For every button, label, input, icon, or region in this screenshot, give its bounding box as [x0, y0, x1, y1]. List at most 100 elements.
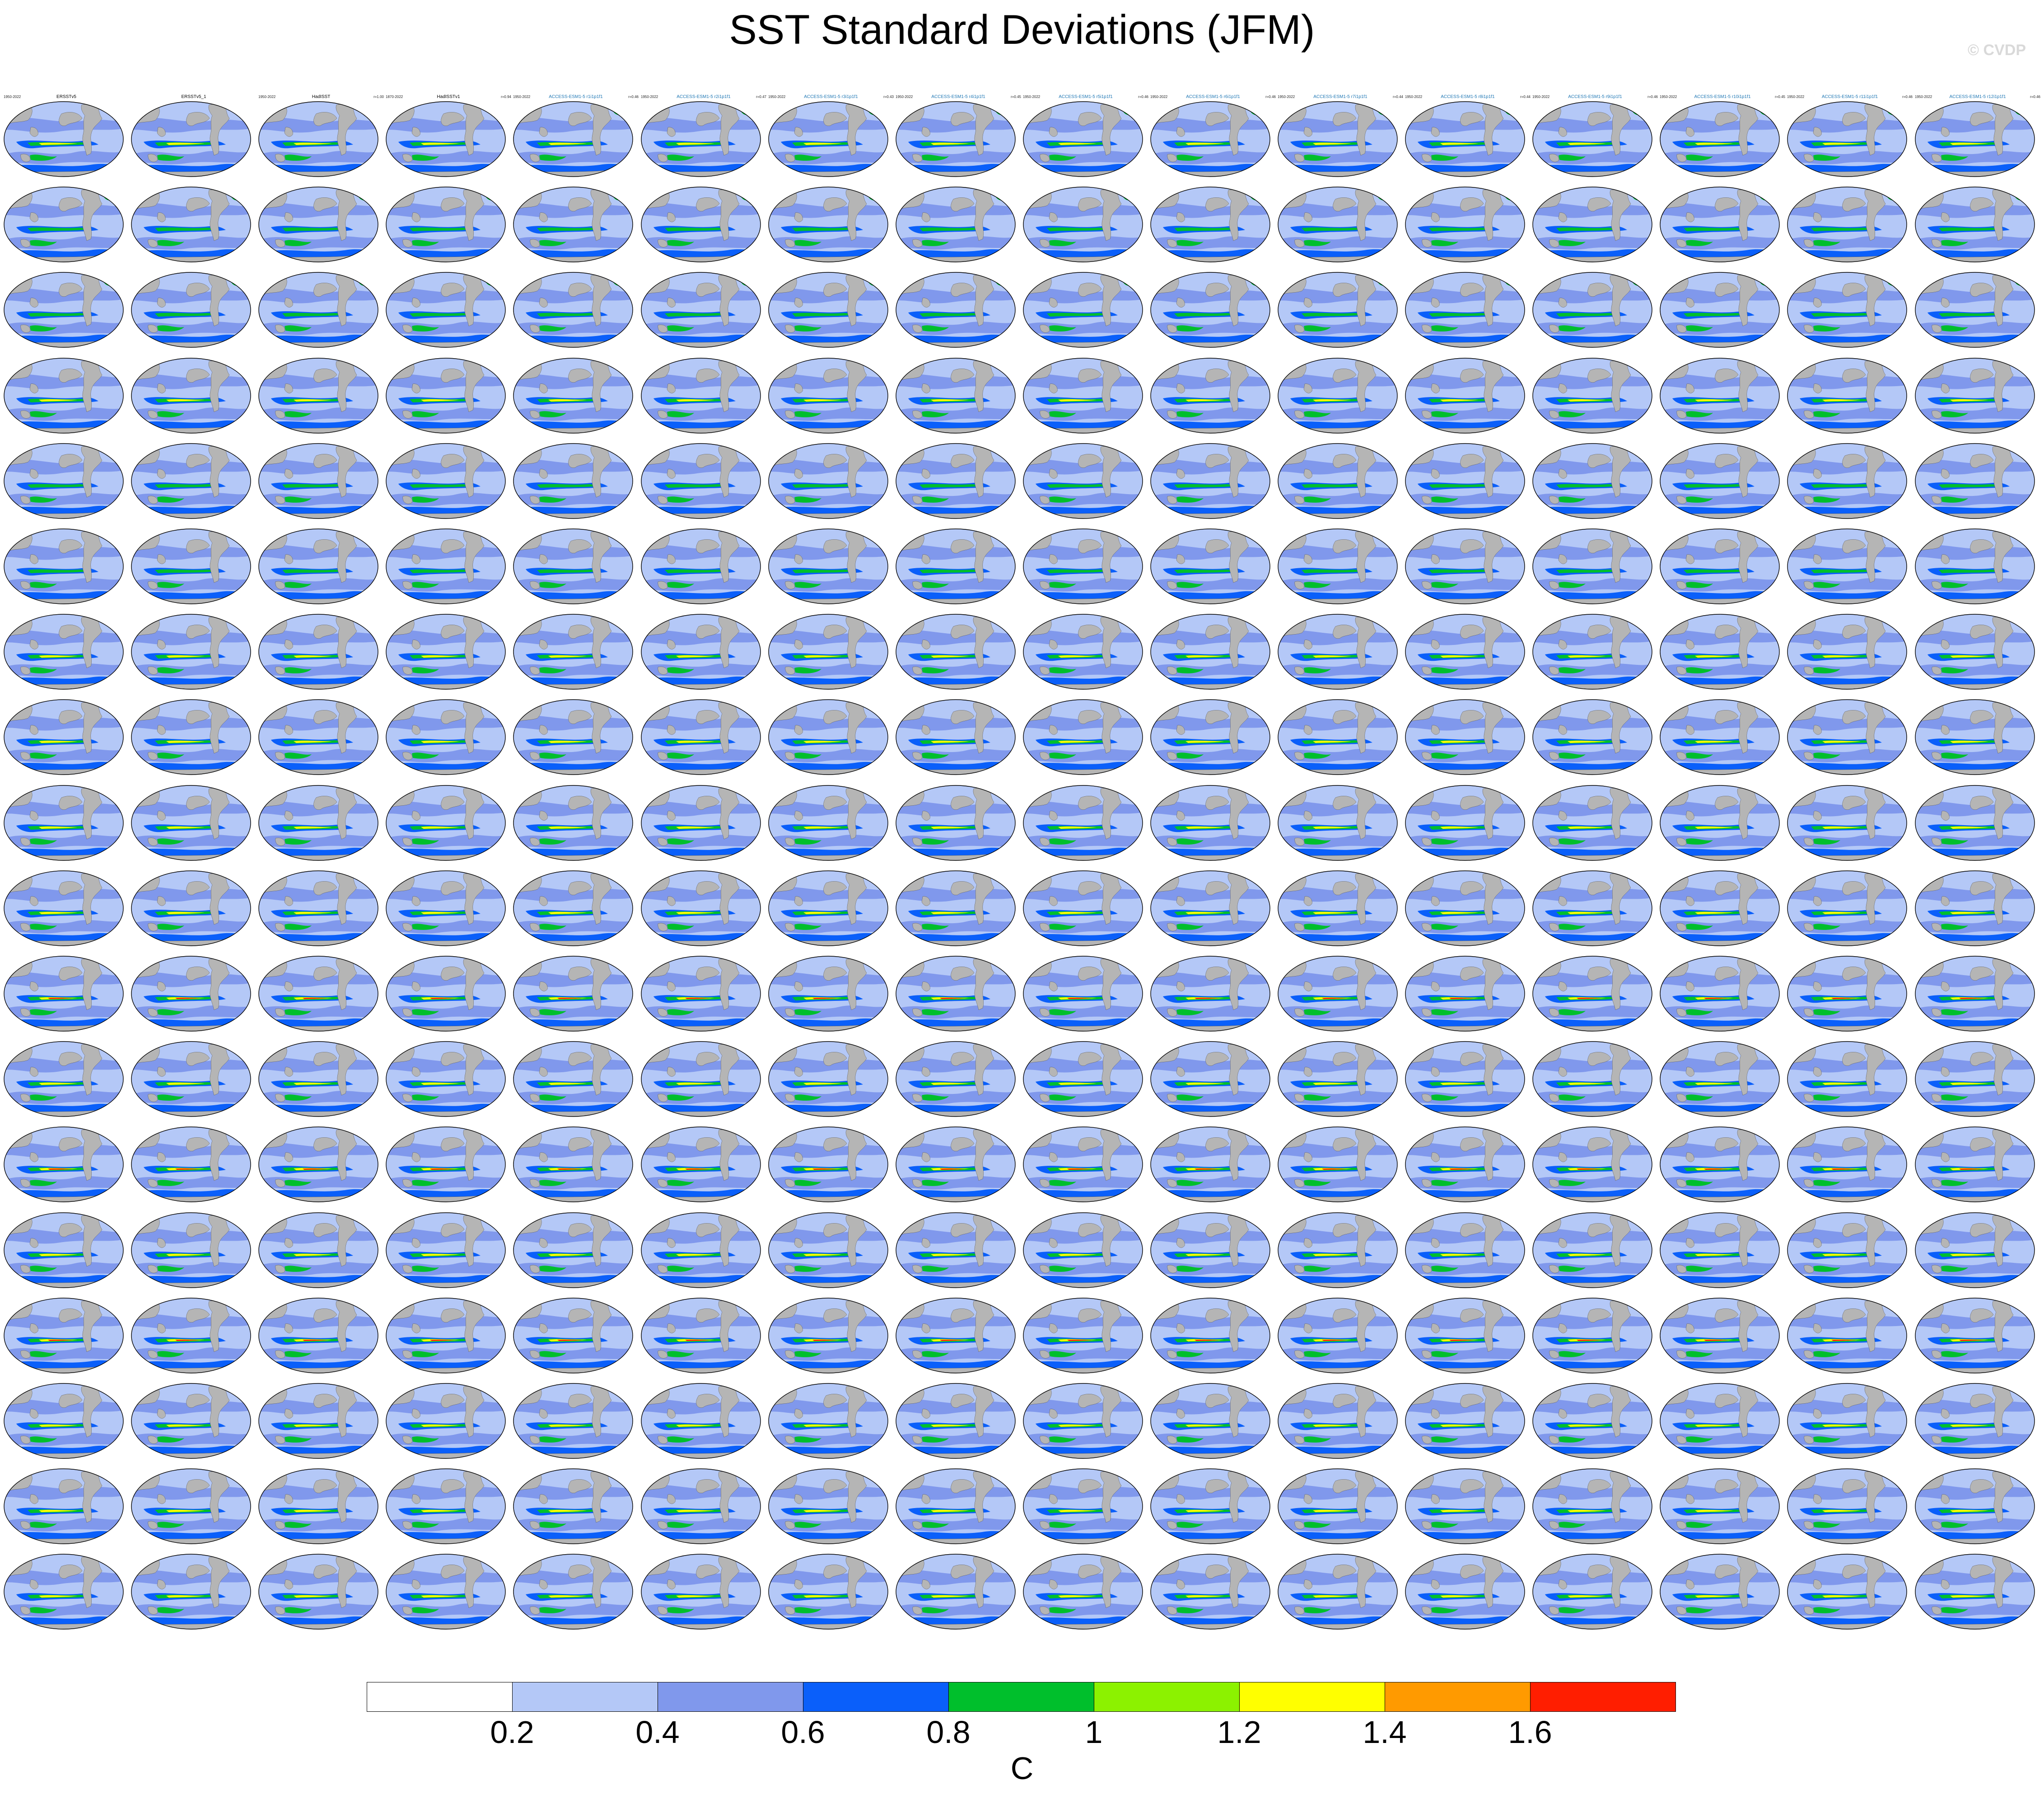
map-panel [3, 1462, 130, 1547]
map-panel [1022, 351, 1149, 437]
sst-map [1405, 870, 1525, 946]
map-panel [895, 1035, 1022, 1120]
sst-map [1660, 1298, 1780, 1374]
map-panel [767, 1377, 895, 1462]
map-panel [1914, 1377, 2041, 1462]
sst-map [1915, 272, 2035, 348]
sst-map [1915, 785, 2035, 861]
colorbar-tick-label: 1.2 [1217, 1715, 1261, 1750]
map-panel [1277, 1206, 1404, 1291]
panel-pattern-correlation: r=0.46 [1647, 95, 1658, 99]
map-panel [1786, 1206, 1913, 1291]
sst-map [1787, 187, 1907, 262]
sst-map [4, 358, 124, 434]
map-panel [1531, 437, 1659, 522]
map-panel [1531, 779, 1659, 864]
map-panel [1786, 1547, 1913, 1633]
map-panel [130, 607, 257, 693]
sst-map [1023, 187, 1143, 262]
sst-map [386, 528, 506, 604]
sst-map [513, 1554, 633, 1630]
map-panel [3, 437, 130, 522]
map-panel [1404, 949, 1531, 1035]
map-panel [1277, 266, 1404, 351]
sst-map [513, 614, 633, 690]
sst-map [896, 101, 1016, 177]
sst-map [768, 1298, 888, 1374]
sst-map [896, 956, 1016, 1032]
sst-map [1915, 358, 2035, 434]
map-panel [1404, 1291, 1531, 1377]
sst-map [1278, 358, 1398, 434]
map-panel [640, 607, 767, 693]
sst-map [1915, 101, 2035, 177]
sst-map [258, 358, 378, 434]
sst-map [896, 1468, 1016, 1544]
sst-map [1660, 699, 1780, 775]
map-panel [1277, 864, 1404, 949]
map-panel [1149, 779, 1277, 864]
sst-map [131, 1126, 251, 1202]
map-panel [257, 522, 385, 607]
sst-map [1023, 528, 1143, 604]
map-panel [1531, 1035, 1659, 1120]
sst-map [1660, 1383, 1780, 1459]
map-panel [1149, 1035, 1277, 1120]
sst-map [1660, 1126, 1780, 1202]
sst-map [4, 528, 124, 604]
map-panel [385, 266, 512, 351]
map-panel [1149, 1206, 1277, 1291]
map-panel [1149, 180, 1277, 266]
sst-map [1532, 1383, 1652, 1459]
map-panel [1404, 1462, 1531, 1547]
map-panel [895, 180, 1022, 266]
panel-title: ERSSTv5 [56, 94, 76, 99]
map-panel [130, 1547, 257, 1633]
map-panel [767, 1291, 895, 1377]
sst-map [1023, 1126, 1143, 1202]
map-panel: 1950-2022 ACCESS-ESM1-5 r8i1p1f1 r=0.44 [1404, 95, 1531, 180]
map-panel [640, 949, 767, 1035]
map-panel [1786, 1377, 1913, 1462]
sst-map [768, 443, 888, 519]
sst-map [131, 1468, 251, 1544]
sst-map [1278, 1212, 1398, 1288]
map-panel [1786, 266, 1913, 351]
sst-map [1660, 272, 1780, 348]
sst-map [1023, 272, 1143, 348]
sst-map [1405, 1126, 1525, 1202]
sst-map [1660, 785, 1780, 861]
panel-pattern-correlation: r=0.46 [628, 95, 639, 99]
map-panel [3, 779, 130, 864]
panel-pattern-correlation: r=0.44 [1393, 95, 1403, 99]
panel-title: ACCESS-ESM1-5 r10i1p1f1 [1694, 94, 1751, 99]
map-panel [3, 1547, 130, 1633]
sst-map [641, 528, 761, 604]
sst-map [1787, 1298, 1907, 1374]
sst-map [1660, 1468, 1780, 1544]
panel-pattern-correlation: r=0.46 [1265, 95, 1276, 99]
map-panel [1404, 1377, 1531, 1462]
sst-map [258, 870, 378, 946]
panel-period-label: 1950-2022 [1915, 95, 1932, 99]
sst-map [1150, 528, 1270, 604]
panel-pattern-correlation: r=1.00 [373, 95, 384, 99]
map-panel [130, 351, 257, 437]
sst-map [1023, 1383, 1143, 1459]
map-panel [895, 351, 1022, 437]
panel-period-label: 1950-2022 [896, 95, 913, 99]
map-panel [895, 437, 1022, 522]
sst-map [896, 870, 1016, 946]
map-panel [1404, 693, 1531, 778]
colorbar-tick-label: 0.4 [635, 1715, 680, 1750]
sst-map [1023, 1298, 1143, 1374]
map-panel [1659, 949, 1786, 1035]
sst-map [131, 614, 251, 690]
map-panel [895, 1377, 1022, 1462]
map-panel [895, 266, 1022, 351]
sst-map [1660, 614, 1780, 690]
sst-map [1405, 528, 1525, 604]
sst-map [1405, 1383, 1525, 1459]
map-panel [385, 1547, 512, 1633]
sst-map [1532, 1212, 1652, 1288]
